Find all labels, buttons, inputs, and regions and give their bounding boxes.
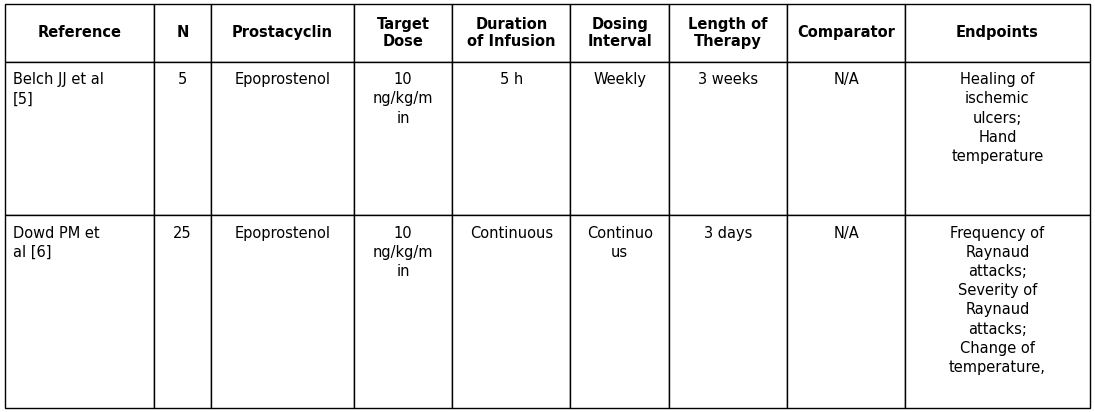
Text: Dosing
Interval: Dosing Interval	[587, 17, 653, 49]
Bar	[669, 4, 787, 62]
Text: N: N	[176, 26, 188, 40]
Text: 3 weeks: 3 weeks	[699, 72, 758, 87]
Text: Belch JJ et al
[5]: Belch JJ et al [5]	[13, 72, 104, 106]
Bar	[354, 62, 452, 215]
Bar	[787, 62, 906, 215]
Bar	[153, 62, 211, 215]
Bar	[906, 4, 1090, 62]
Bar	[669, 62, 787, 215]
Text: Continuous: Continuous	[470, 226, 553, 241]
Bar	[211, 215, 354, 408]
Bar	[452, 215, 570, 408]
Text: Continuo
us: Continuo us	[587, 226, 653, 260]
Text: Comparator: Comparator	[797, 26, 895, 40]
Bar	[5, 4, 153, 62]
Bar	[153, 215, 211, 408]
Bar	[354, 4, 452, 62]
Text: Healing of
ischemic
ulcers;
Hand
temperature: Healing of ischemic ulcers; Hand tempera…	[952, 72, 1044, 164]
Bar	[211, 4, 354, 62]
Bar	[570, 4, 669, 62]
Text: Weekly: Weekly	[593, 72, 646, 87]
Bar	[211, 62, 354, 215]
Text: Reference: Reference	[37, 26, 122, 40]
Text: 10
ng/kg/m
in: 10 ng/kg/m in	[372, 72, 434, 126]
Bar	[570, 215, 669, 408]
Bar	[452, 62, 570, 215]
Text: Prostacyclin: Prostacyclin	[232, 26, 333, 40]
Text: Epoprostenol: Epoprostenol	[234, 226, 331, 241]
Text: Epoprostenol: Epoprostenol	[234, 72, 331, 87]
Bar	[452, 4, 570, 62]
Text: Length of
Therapy: Length of Therapy	[689, 17, 768, 49]
Bar	[153, 4, 211, 62]
Bar	[787, 215, 906, 408]
Text: Frequency of
Raynaud
attacks;
Severity of
Raynaud
attacks;
Change of
temperature: Frequency of Raynaud attacks; Severity o…	[949, 226, 1046, 375]
Bar	[906, 215, 1090, 408]
Text: Dowd PM et
al [6]: Dowd PM et al [6]	[13, 226, 100, 260]
Bar	[5, 62, 153, 215]
Bar	[5, 215, 153, 408]
Bar	[570, 62, 669, 215]
Text: 10
ng/kg/m
in: 10 ng/kg/m in	[372, 226, 434, 279]
Bar	[669, 215, 787, 408]
Bar	[787, 4, 906, 62]
Text: Duration
of Infusion: Duration of Infusion	[468, 17, 555, 49]
Text: 5: 5	[177, 72, 187, 87]
Text: 25: 25	[173, 226, 192, 241]
Text: 3 days: 3 days	[704, 226, 752, 241]
Text: 5 h: 5 h	[499, 72, 523, 87]
Text: Target
Dose: Target Dose	[377, 17, 429, 49]
Text: N/A: N/A	[833, 72, 860, 87]
Bar	[354, 215, 452, 408]
Text: Endpoints: Endpoints	[956, 26, 1039, 40]
Text: N/A: N/A	[833, 226, 860, 241]
Bar	[906, 62, 1090, 215]
